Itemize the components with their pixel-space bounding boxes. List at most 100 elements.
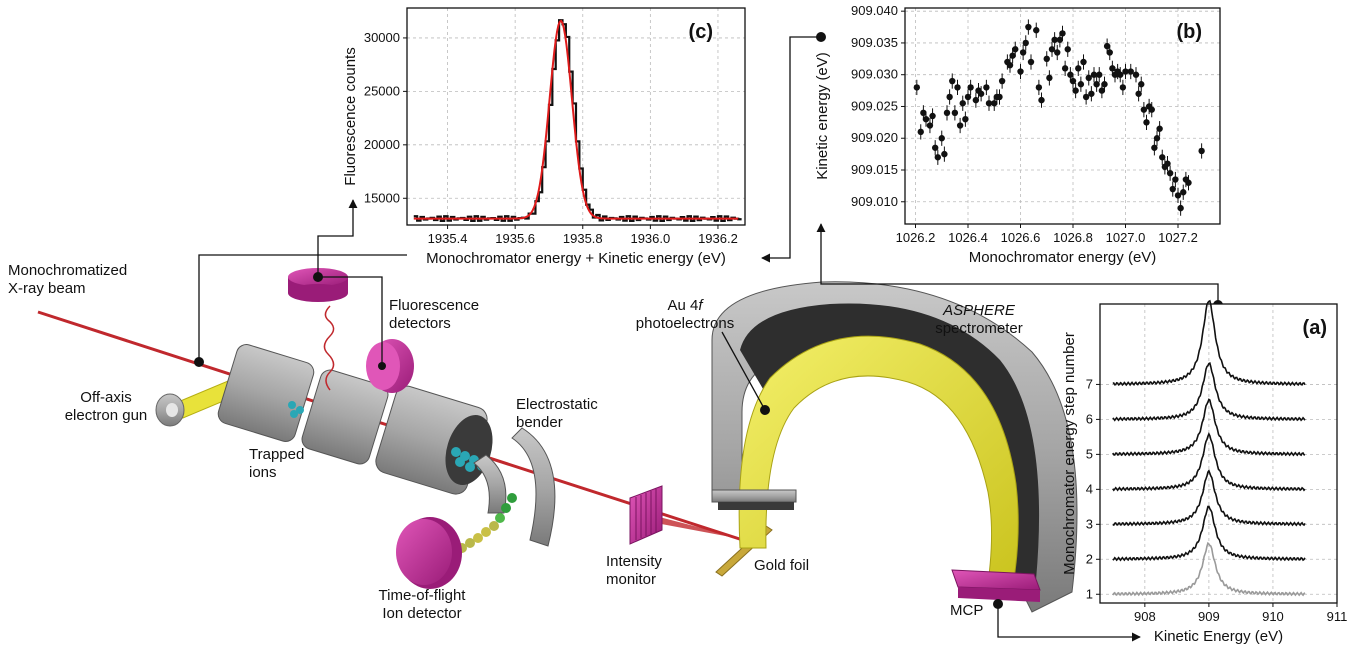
data-point bbox=[1140, 106, 1148, 113]
y-axis-label: Kinetic energy (eV) bbox=[814, 52, 831, 180]
tick-label-y: 7 bbox=[1086, 376, 1093, 391]
tick-label-y: 3 bbox=[1086, 516, 1093, 531]
label-spectrometer-word: spectrometer bbox=[935, 320, 1023, 337]
data-point bbox=[1148, 106, 1155, 113]
data-point bbox=[1143, 119, 1150, 126]
label-spectrometer-name: ASPHERE bbox=[943, 302, 1015, 319]
tick-label-y: 30000 bbox=[364, 30, 400, 45]
tick-label-y: 15000 bbox=[364, 190, 400, 205]
label-au4f: Au 4f photoelectrons bbox=[630, 297, 740, 333]
data-point bbox=[1009, 52, 1016, 59]
label-fluorescence-detectors: Fluorescence detectors bbox=[389, 297, 479, 333]
tick-label-x: 1026.6 bbox=[1001, 230, 1041, 245]
data-point bbox=[1151, 144, 1158, 151]
series-step-3 bbox=[1112, 469, 1306, 527]
connector-dot-mcp bbox=[993, 599, 1003, 609]
panel-c-fluorescence-chart: 1935.4 1935.6 1935.8 1936.0 1936.2 15000 20000… bbox=[342, 7, 746, 267]
data-point bbox=[954, 84, 961, 91]
data-point bbox=[1075, 65, 1082, 72]
beam-focus-cone bbox=[640, 512, 752, 541]
tick-label-y: 909.030 bbox=[851, 67, 898, 82]
data-point bbox=[931, 144, 939, 151]
label-au4f-line1: Au 4f bbox=[630, 297, 740, 315]
tick-label-y: 1 bbox=[1086, 586, 1093, 601]
series-step-1 bbox=[1112, 541, 1306, 597]
tick-label-x: 909 bbox=[1198, 609, 1220, 624]
label-tof-line2: Ion detector bbox=[382, 605, 462, 622]
data-point bbox=[1090, 71, 1098, 78]
series-step-6 bbox=[1112, 361, 1306, 422]
panel-b-kinetic-energy-chart: 1026.2 1026.4 1026.6 1026.8 1027.0 1027.2 909.… bbox=[814, 3, 1221, 266]
tick-label-y: 20000 bbox=[364, 137, 400, 152]
data-point bbox=[1022, 39, 1029, 47]
data-point bbox=[1046, 74, 1053, 82]
intensity-monitor bbox=[629, 485, 663, 545]
plot-area bbox=[905, 8, 1220, 224]
tick-label-x: 1935.8 bbox=[563, 231, 603, 246]
data-point bbox=[1061, 65, 1069, 72]
tick-label-y: 909.020 bbox=[851, 130, 898, 145]
label-bender-line1: Electrostatic bbox=[516, 396, 598, 413]
data-point bbox=[964, 93, 972, 101]
label-bender-line2: bender bbox=[516, 414, 563, 431]
connector-dot-beam bbox=[194, 357, 204, 367]
panel-label: (a) bbox=[1303, 317, 1327, 339]
data-point bbox=[1103, 42, 1111, 50]
data-point bbox=[1119, 84, 1127, 91]
series-step-2 bbox=[1112, 505, 1306, 562]
fluorescence-photon bbox=[323, 305, 335, 391]
data-point bbox=[929, 112, 936, 120]
mcp-detector bbox=[951, 569, 1041, 602]
series-step-4 bbox=[1112, 432, 1306, 492]
data-point bbox=[920, 109, 927, 117]
connector-mcp-to-a bbox=[997, 604, 1141, 642]
data-point bbox=[1072, 87, 1079, 94]
label-monitor-line1: Intensity bbox=[606, 553, 662, 570]
data-point bbox=[1035, 84, 1043, 91]
data-point bbox=[1185, 179, 1192, 186]
tick-label-y: 909.035 bbox=[851, 35, 898, 50]
fluorescence-detector-top bbox=[288, 268, 348, 302]
data-point bbox=[1033, 27, 1040, 34]
x-axis-label: Kinetic Energy (eV) bbox=[1154, 628, 1283, 645]
data-point bbox=[1012, 46, 1019, 53]
tick-label-x: 1026.2 bbox=[896, 230, 936, 245]
data-point bbox=[1172, 176, 1179, 183]
tick-label-x: 1936.2 bbox=[698, 231, 738, 246]
data-point bbox=[1093, 81, 1100, 88]
tick-label-y: 909.040 bbox=[851, 3, 898, 18]
data-point bbox=[1135, 90, 1142, 97]
connector-detector-to-c-axis bbox=[317, 199, 358, 277]
data-point bbox=[1132, 71, 1140, 78]
ion-trajectory bbox=[457, 493, 517, 553]
connector-au4f bbox=[721, 331, 766, 411]
tick-label-y: 909.025 bbox=[851, 98, 898, 113]
data-point bbox=[951, 109, 959, 117]
data-point bbox=[1088, 90, 1095, 97]
data-point bbox=[934, 154, 942, 161]
data-point bbox=[959, 100, 966, 107]
data-point bbox=[1127, 68, 1134, 75]
label-spectrometer: ASPHERE spectrometer bbox=[924, 302, 1034, 338]
label-beam-line1: Monochromatized bbox=[8, 262, 128, 279]
x-axis-label: Monochromator energy (eV) bbox=[969, 249, 1157, 266]
data-point bbox=[956, 122, 964, 129]
label-intensity-monitor: Intensity monitor bbox=[606, 553, 662, 589]
data-point bbox=[922, 115, 930, 123]
x-axis-label: Monochromator energy + Kinetic energy (e… bbox=[426, 250, 726, 267]
label-ions-line2: ions bbox=[249, 464, 277, 481]
label-monitor-line2: monitor bbox=[606, 571, 657, 588]
data-point bbox=[1177, 204, 1184, 212]
tick-label-x: 911 bbox=[1327, 609, 1348, 624]
data-point bbox=[941, 150, 948, 158]
data-point bbox=[998, 77, 1006, 85]
label-gun-line2: electron gun bbox=[64, 407, 148, 424]
tof-ion-detector bbox=[396, 517, 462, 589]
label-au4f-line2: photoelectrons bbox=[635, 315, 735, 332]
data-point bbox=[1019, 49, 1027, 56]
data-point bbox=[985, 100, 993, 107]
data-point bbox=[1056, 36, 1064, 43]
panel-label: (c) bbox=[689, 21, 713, 43]
electrostatic-bender bbox=[473, 427, 556, 547]
